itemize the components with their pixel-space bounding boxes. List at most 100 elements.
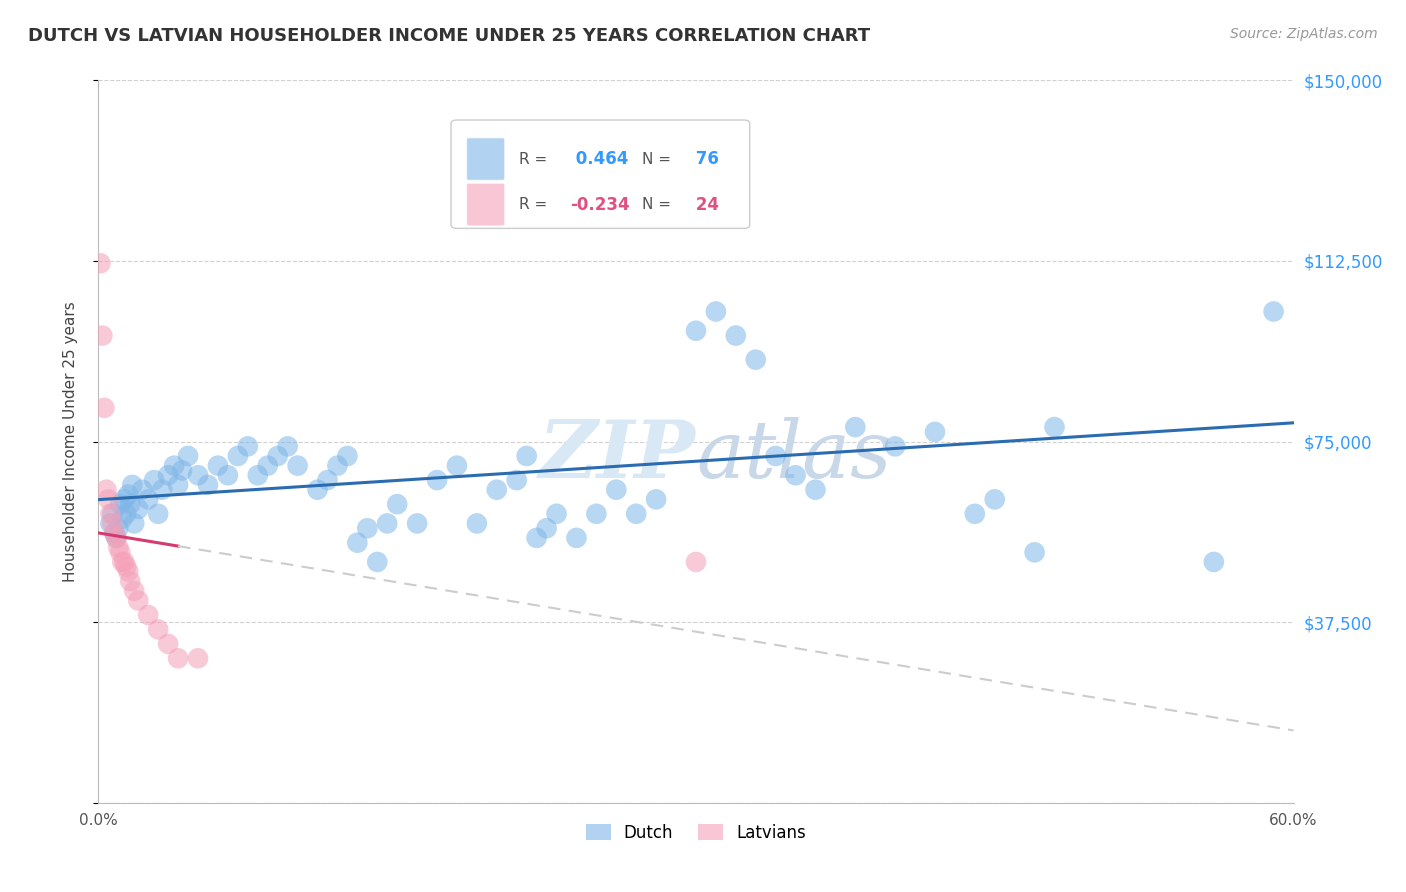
Point: [112, 555, 135, 569]
Point: [226, 449, 249, 463]
Point: [172, 463, 194, 477]
Point: [217, 468, 239, 483]
Point: [163, 458, 186, 473]
Point: [207, 458, 229, 473]
Point: [385, 497, 409, 511]
Point: [356, 521, 378, 535]
Point: [516, 449, 538, 463]
Point: [236, 439, 259, 453]
Point: [111, 511, 134, 525]
Point: [98, 507, 122, 521]
Text: Source: ZipAtlas.com: Source: ZipAtlas.com: [1230, 27, 1378, 41]
Point: [267, 449, 290, 463]
Point: [103, 526, 125, 541]
Point: [645, 492, 668, 507]
Point: [197, 478, 219, 492]
Point: [136, 492, 159, 507]
Point: [117, 487, 139, 501]
Point: [426, 473, 449, 487]
Point: [115, 559, 138, 574]
Point: [536, 521, 558, 535]
Point: [844, 420, 866, 434]
Point: [96, 483, 118, 497]
Legend: Dutch, Latvians: Dutch, Latvians: [579, 817, 813, 848]
Point: [93, 401, 115, 415]
Point: [626, 507, 648, 521]
Point: [110, 545, 132, 559]
Point: [105, 531, 128, 545]
Point: [585, 507, 607, 521]
Point: [150, 483, 173, 497]
Point: [148, 623, 170, 637]
Point: [745, 352, 768, 367]
Y-axis label: Householder Income Under 25 years: Householder Income Under 25 years: [63, 301, 77, 582]
Point: [366, 555, 388, 569]
Point: [884, 439, 907, 453]
Text: 76: 76: [690, 150, 718, 168]
FancyBboxPatch shape: [467, 183, 505, 226]
Point: [120, 497, 142, 511]
Point: [177, 449, 200, 463]
Point: [105, 531, 128, 545]
Point: [112, 492, 135, 507]
Point: [136, 607, 159, 622]
Point: [124, 583, 146, 598]
Point: [1263, 304, 1285, 318]
Point: [963, 507, 986, 521]
Point: [124, 516, 146, 531]
Point: [107, 541, 129, 555]
Point: [107, 521, 129, 535]
Text: N =: N =: [643, 152, 671, 167]
Point: [704, 304, 727, 318]
Point: [924, 425, 946, 439]
Point: [89, 256, 111, 270]
Point: [326, 458, 349, 473]
Point: [665, 194, 688, 208]
Point: [111, 555, 134, 569]
Point: [406, 516, 429, 531]
Point: [103, 526, 125, 541]
Point: [127, 593, 149, 607]
Point: [121, 478, 143, 492]
Point: [187, 651, 209, 665]
Text: R =: R =: [519, 197, 547, 212]
Point: [1024, 545, 1046, 559]
Point: [246, 468, 269, 483]
Point: [101, 516, 124, 531]
Point: [148, 507, 170, 521]
Point: [187, 468, 209, 483]
Point: [157, 637, 180, 651]
Point: [336, 449, 359, 463]
Text: N =: N =: [643, 197, 671, 212]
Point: [605, 483, 627, 497]
Point: [565, 531, 588, 545]
Point: [167, 478, 190, 492]
Point: [984, 492, 1007, 507]
Point: [91, 328, 114, 343]
Point: [506, 473, 529, 487]
Text: atlas: atlas: [696, 417, 891, 495]
Text: DUTCH VS LATVIAN HOUSEHOLDER INCOME UNDER 25 YEARS CORRELATION CHART: DUTCH VS LATVIAN HOUSEHOLDER INCOME UNDE…: [28, 27, 870, 45]
Point: [785, 468, 807, 483]
Point: [157, 468, 180, 483]
Point: [546, 507, 568, 521]
Point: [446, 458, 468, 473]
Point: [110, 497, 132, 511]
Point: [1202, 555, 1225, 569]
Text: R =: R =: [519, 152, 547, 167]
Point: [375, 516, 398, 531]
Point: [120, 574, 142, 589]
Point: [316, 473, 339, 487]
FancyBboxPatch shape: [467, 137, 505, 180]
Point: [287, 458, 309, 473]
Point: [685, 324, 707, 338]
Text: 0.464: 0.464: [571, 150, 628, 168]
Point: [526, 531, 548, 545]
Point: [127, 502, 149, 516]
Text: ZIP: ZIP: [538, 417, 696, 495]
Point: [143, 473, 166, 487]
Point: [346, 535, 368, 549]
Point: [101, 507, 124, 521]
Text: 24: 24: [690, 195, 718, 213]
Point: [97, 492, 120, 507]
